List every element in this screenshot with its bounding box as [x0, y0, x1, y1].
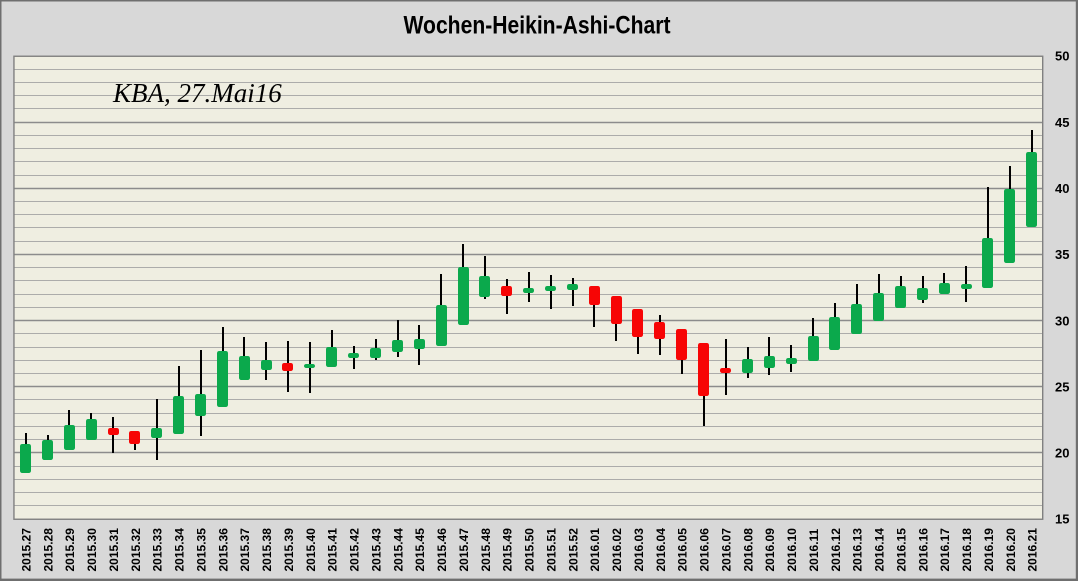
- svg-text:2015.37: 2015.37: [238, 528, 252, 572]
- svg-text:2015.47: 2015.47: [457, 528, 471, 572]
- svg-text:2016.03: 2016.03: [632, 528, 646, 572]
- svg-text:2016.14: 2016.14: [873, 528, 887, 572]
- svg-text:2015.29: 2015.29: [63, 528, 77, 572]
- svg-text:2016.16: 2016.16: [916, 528, 930, 572]
- svg-text:2015.48: 2015.48: [479, 528, 493, 572]
- svg-text:2016.07: 2016.07: [720, 528, 734, 572]
- svg-text:50: 50: [1055, 49, 1069, 64]
- svg-text:2015.43: 2015.43: [370, 528, 384, 572]
- svg-text:2015.42: 2015.42: [348, 528, 362, 572]
- svg-text:2015.52: 2015.52: [566, 528, 580, 572]
- svg-text:2015.33: 2015.33: [151, 528, 165, 572]
- svg-text:2016.02: 2016.02: [610, 528, 624, 572]
- svg-text:2015.49: 2015.49: [501, 528, 515, 572]
- svg-text:2016.11: 2016.11: [807, 528, 821, 571]
- svg-text:2015.51: 2015.51: [545, 528, 559, 572]
- svg-text:2015.39: 2015.39: [282, 528, 296, 572]
- svg-text:2015.38: 2015.38: [260, 528, 274, 572]
- svg-text:2016.21: 2016.21: [1026, 528, 1040, 572]
- svg-text:15: 15: [1055, 512, 1069, 527]
- svg-text:2015.31: 2015.31: [107, 528, 121, 572]
- svg-text:2015.45: 2015.45: [413, 528, 427, 572]
- svg-text:KBA, 27.Mai16: KBA, 27.Mai16: [112, 78, 282, 108]
- svg-text:45: 45: [1055, 115, 1069, 130]
- svg-text:2016.09: 2016.09: [763, 528, 777, 572]
- svg-text:2016.08: 2016.08: [741, 528, 755, 572]
- svg-text:20: 20: [1055, 446, 1069, 461]
- svg-text:2016.19: 2016.19: [982, 528, 996, 572]
- svg-text:2015.35: 2015.35: [195, 528, 209, 572]
- svg-text:2016.15: 2016.15: [895, 528, 909, 572]
- svg-text:30: 30: [1055, 313, 1069, 328]
- svg-text:2016.05: 2016.05: [676, 528, 690, 572]
- svg-text:2016.04: 2016.04: [654, 528, 668, 572]
- svg-text:2015.46: 2015.46: [435, 528, 449, 572]
- svg-text:2016.12: 2016.12: [829, 528, 843, 572]
- svg-text:2016.13: 2016.13: [851, 528, 865, 572]
- svg-text:40: 40: [1055, 181, 1069, 196]
- svg-text:2016.18: 2016.18: [960, 528, 974, 572]
- svg-text:35: 35: [1055, 247, 1069, 262]
- svg-text:2015.28: 2015.28: [41, 528, 55, 572]
- svg-text:Wochen-Heikin-Ashi-Chart: Wochen-Heikin-Ashi-Chart: [403, 11, 670, 39]
- svg-text:2016.01: 2016.01: [588, 528, 602, 572]
- svg-text:2016.10: 2016.10: [785, 528, 799, 572]
- svg-text:2015.41: 2015.41: [326, 528, 340, 572]
- svg-text:2015.27: 2015.27: [20, 528, 34, 572]
- svg-text:2015.40: 2015.40: [304, 528, 318, 572]
- svg-text:2015.36: 2015.36: [216, 528, 230, 572]
- svg-text:2015.32: 2015.32: [129, 528, 143, 572]
- svg-text:2015.50: 2015.50: [523, 528, 537, 572]
- svg-text:25: 25: [1055, 379, 1069, 394]
- svg-text:2016.20: 2016.20: [1004, 528, 1018, 572]
- svg-text:2015.44: 2015.44: [391, 528, 405, 572]
- svg-text:2015.34: 2015.34: [173, 528, 187, 572]
- svg-text:2015.30: 2015.30: [85, 528, 99, 572]
- svg-text:2016.06: 2016.06: [698, 528, 712, 572]
- svg-text:2016.17: 2016.17: [938, 528, 952, 572]
